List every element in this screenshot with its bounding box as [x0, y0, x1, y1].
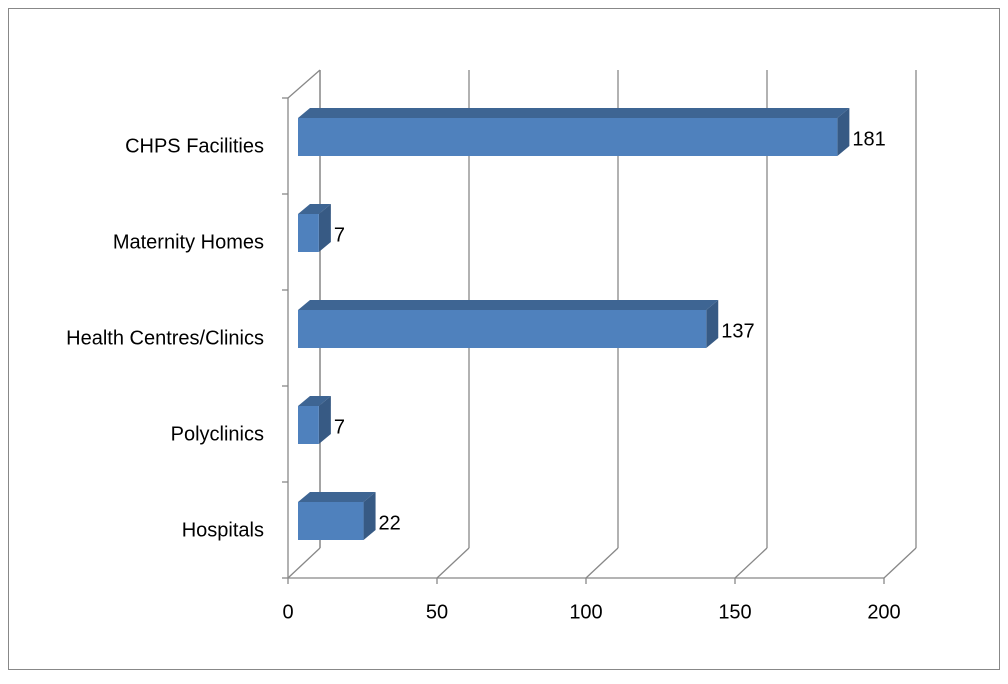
bar [298, 406, 319, 444]
bar-side [837, 108, 850, 156]
y-tick-label: CHPS Facilities [125, 135, 264, 157]
value-label: 181 [852, 128, 885, 150]
x-tick-label: 0 [282, 601, 293, 623]
x-tick-label: 100 [569, 601, 602, 623]
grid-line-floor [883, 547, 917, 579]
y-tick-label: Hospitals [182, 519, 264, 541]
value-label: 22 [379, 512, 401, 534]
grid-line-floor [734, 547, 768, 579]
value-label: 7 [334, 224, 345, 246]
value-label: 137 [721, 320, 754, 342]
value-label: 7 [334, 416, 345, 438]
grid-line-floor [287, 547, 321, 579]
bar [298, 214, 319, 252]
bar-top [298, 492, 376, 502]
bar [298, 310, 707, 348]
x-tick-label: 200 [867, 601, 900, 623]
bar-top [298, 396, 331, 406]
bar [298, 502, 364, 540]
y-tick-label: Health Centres/Clinics [66, 327, 264, 349]
left-wall-top [287, 69, 321, 99]
bar-side [318, 204, 331, 252]
bar-top [298, 204, 331, 214]
bar-side [363, 492, 376, 540]
grid-line-floor [436, 547, 470, 579]
x-tick-label: 50 [426, 601, 448, 623]
bar-side [318, 396, 331, 444]
x-tick-label: 150 [718, 601, 751, 623]
bar-top [298, 108, 850, 118]
y-tick-label: Maternity Homes [113, 231, 264, 253]
bar-top [298, 300, 719, 310]
grid-line-floor [585, 547, 619, 579]
y-tick-label: Polyclinics [171, 423, 264, 445]
bar-side [706, 300, 719, 348]
bar [298, 118, 838, 156]
